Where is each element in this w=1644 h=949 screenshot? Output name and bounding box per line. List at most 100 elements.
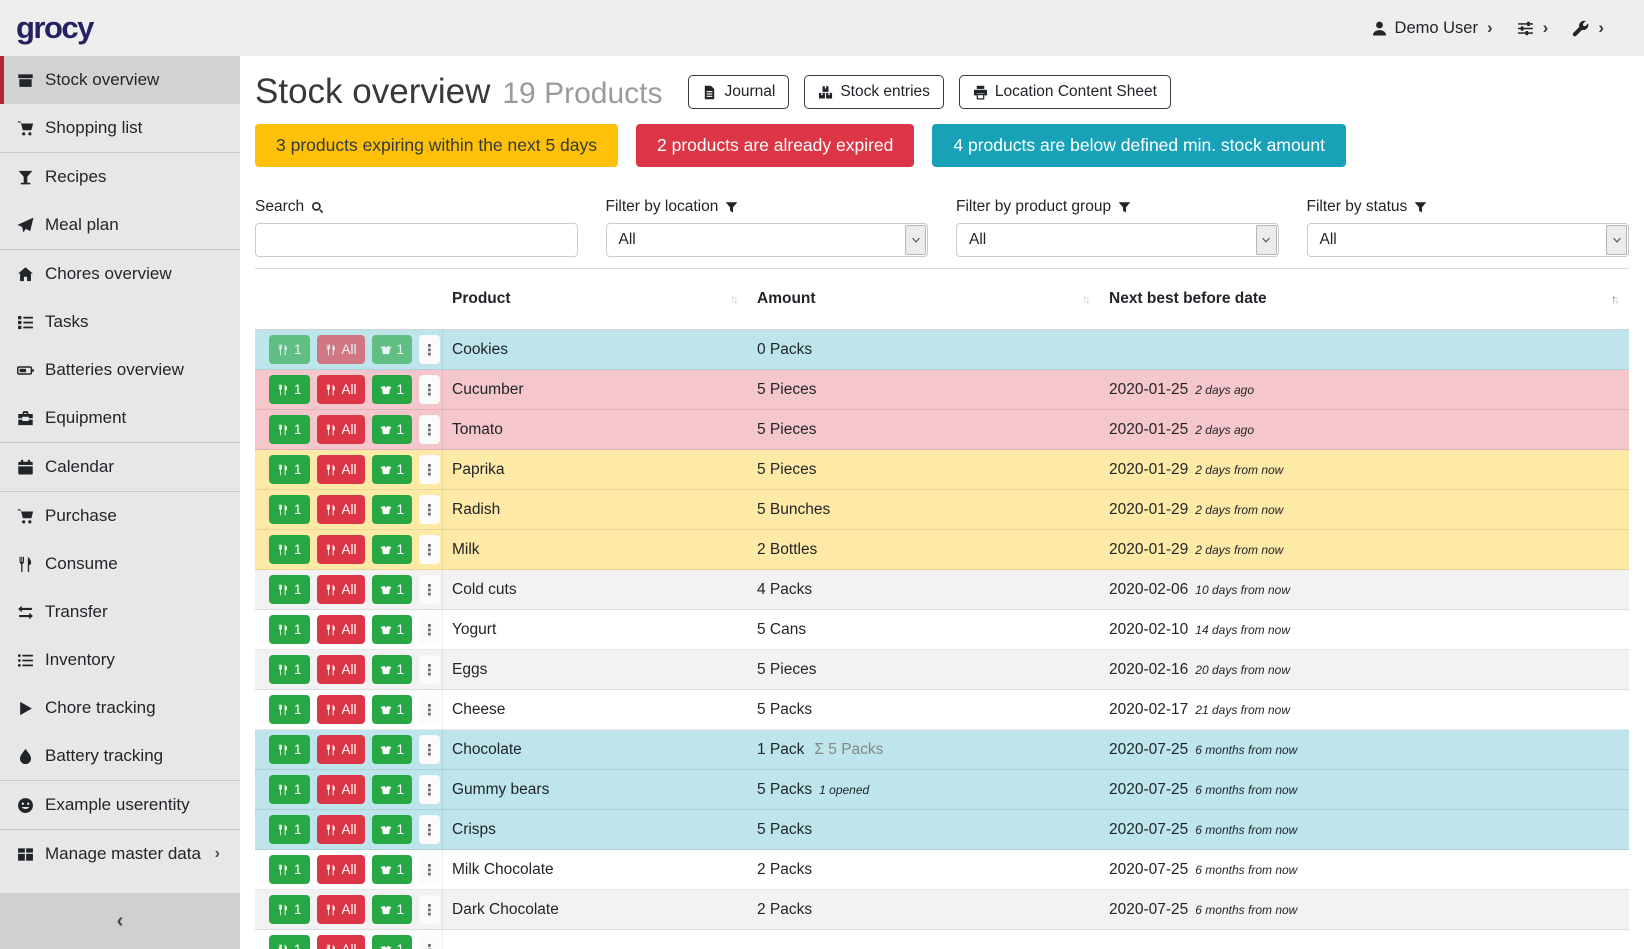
- banner-danger[interactable]: 2 products are already expired: [636, 124, 915, 167]
- consume-all-button[interactable]: All: [316, 895, 365, 924]
- open-one-button[interactable]: 1: [371, 535, 413, 564]
- consume-one-button[interactable]: 1: [269, 695, 310, 724]
- sidebar-item-calendar[interactable]: Calendar: [0, 443, 240, 491]
- consume-all-button[interactable]: All: [316, 735, 365, 764]
- row-menu-button[interactable]: ⋮: [419, 695, 441, 724]
- open-one-button[interactable]: 1: [371, 655, 413, 684]
- consume-one-button[interactable]: 1: [269, 495, 310, 524]
- open-one-button[interactable]: 1: [371, 935, 413, 949]
- consume-all-button[interactable]: All: [316, 815, 365, 844]
- consume-all-button[interactable]: All: [316, 615, 365, 644]
- row-menu-button[interactable]: ⋮: [419, 535, 441, 564]
- sidebar-item-example-userentity[interactable]: Example userentity: [0, 781, 240, 829]
- sidebar-item-chore-tracking[interactable]: Chore tracking: [0, 684, 240, 732]
- sidebar-item-recipes[interactable]: Recipes: [0, 153, 240, 201]
- user-menu[interactable]: Demo User ›: [1371, 18, 1493, 38]
- open-one-button[interactable]: 1: [371, 695, 413, 724]
- consume-one-button[interactable]: 1: [269, 655, 310, 684]
- sidebar-item-label: Example userentity: [45, 795, 190, 814]
- status-select[interactable]: All: [1306, 223, 1629, 257]
- consume-one-button[interactable]: 1: [269, 375, 310, 404]
- open-one-button[interactable]: 1: [371, 735, 413, 764]
- consume-all-button[interactable]: All: [316, 575, 365, 604]
- consume-one-button[interactable]: 1: [269, 535, 310, 564]
- open-one-button[interactable]: 1: [371, 415, 413, 444]
- open-one-button[interactable]: 1: [371, 775, 413, 804]
- sidebar-item-transfer[interactable]: Transfer: [0, 588, 240, 636]
- sidebar-item-shopping-list[interactable]: Shopping list: [0, 104, 240, 152]
- row-menu-button[interactable]: ⋮: [419, 335, 441, 364]
- consume-all-button[interactable]: All: [316, 535, 365, 564]
- journal-button[interactable]: Journal: [688, 75, 790, 109]
- row-menu-button[interactable]: ⋮: [419, 415, 441, 444]
- utensils-icon: [277, 544, 289, 556]
- row-menu-button[interactable]: ⋮: [419, 735, 441, 764]
- column-header-amount[interactable]: Amount ↑↓: [748, 269, 1100, 329]
- consume-one-button[interactable]: 1: [269, 575, 310, 604]
- consume-all-button[interactable]: All: [316, 375, 365, 404]
- consume-all-button[interactable]: All: [316, 495, 365, 524]
- sidebar-item-consume[interactable]: Consume: [0, 540, 240, 588]
- sidebar-item-chores-overview[interactable]: Chores overview: [0, 250, 240, 298]
- sidebar-item-equipment[interactable]: Equipment: [0, 394, 240, 442]
- sidebar-collapse-button[interactable]: ‹: [0, 893, 240, 949]
- open-one-button[interactable]: 1: [371, 455, 413, 484]
- column-header-next-best-before-date[interactable]: Next best before date ↑↓: [1100, 269, 1629, 329]
- sidebar-item-manage-master-data[interactable]: Manage master data ›: [0, 830, 240, 878]
- open-one-button[interactable]: 1: [371, 615, 413, 644]
- open-one-button[interactable]: 1: [371, 335, 413, 364]
- product-group-select[interactable]: All: [956, 223, 1279, 257]
- open-one-button[interactable]: 1: [371, 375, 413, 404]
- sidebar-item-meal-plan[interactable]: Meal plan: [0, 201, 240, 249]
- sidebar-item-batteries-overview[interactable]: Batteries overview: [0, 346, 240, 394]
- row-menu-button[interactable]: ⋮: [419, 895, 441, 924]
- consume-one-button[interactable]: 1: [269, 895, 310, 924]
- location-content-sheet-button[interactable]: Location Content Sheet: [958, 75, 1171, 109]
- consume-all-button[interactable]: All: [316, 775, 365, 804]
- banner-info[interactable]: 4 products are below defined min. stock …: [932, 124, 1346, 167]
- sidebar-item-inventory[interactable]: Inventory: [0, 636, 240, 684]
- row-menu-button[interactable]: ⋮: [419, 655, 441, 684]
- banner-warning[interactable]: 3 products expiring within the next 5 da…: [255, 124, 619, 167]
- sidebar-item-battery-tracking[interactable]: Battery tracking: [0, 732, 240, 780]
- row-menu-button[interactable]: ⋮: [419, 495, 441, 524]
- open-one-button[interactable]: 1: [371, 815, 413, 844]
- consume-one-button[interactable]: 1: [269, 735, 310, 764]
- column-header-product[interactable]: Product ↑↓: [443, 269, 748, 329]
- row-menu-button[interactable]: ⋮: [419, 935, 441, 949]
- row-menu-button[interactable]: ⋮: [419, 455, 441, 484]
- sidebar-item-purchase[interactable]: Purchase: [0, 492, 240, 540]
- consume-one-button[interactable]: 1: [269, 455, 310, 484]
- row-menu-button[interactable]: ⋮: [419, 775, 441, 804]
- consume-one-button[interactable]: 1: [269, 775, 310, 804]
- row-menu-button[interactable]: ⋮: [419, 375, 441, 404]
- open-one-button[interactable]: 1: [371, 855, 413, 884]
- consume-one-button[interactable]: 1: [269, 855, 310, 884]
- consume-one-button[interactable]: 1: [269, 615, 310, 644]
- consume-one-button[interactable]: 1: [269, 415, 310, 444]
- open-one-button[interactable]: 1: [371, 895, 413, 924]
- location-select[interactable]: All: [605, 223, 928, 257]
- consume-all-button[interactable]: All: [316, 855, 365, 884]
- consume-all-button[interactable]: All: [316, 695, 365, 724]
- open-one-button[interactable]: 1: [371, 575, 413, 604]
- consume-all-button[interactable]: All: [316, 655, 365, 684]
- consume-all-button[interactable]: All: [316, 335, 365, 364]
- consume-one-button[interactable]: 1: [269, 815, 310, 844]
- consume-one-button[interactable]: 1: [269, 335, 310, 364]
- row-menu-button[interactable]: ⋮: [419, 575, 441, 604]
- open-one-button[interactable]: 1: [371, 495, 413, 524]
- settings-menu[interactable]: ›: [1517, 18, 1548, 38]
- sidebar-item-stock-overview[interactable]: Stock overview: [0, 56, 240, 104]
- row-menu-button[interactable]: ⋮: [419, 815, 441, 844]
- sidebar-item-tasks[interactable]: Tasks: [0, 298, 240, 346]
- row-menu-button[interactable]: ⋮: [419, 855, 441, 884]
- admin-menu[interactable]: ›: [1572, 18, 1604, 38]
- stock-entries-button[interactable]: Stock entries: [804, 75, 944, 109]
- consume-all-button[interactable]: All: [316, 415, 365, 444]
- consume-one-button[interactable]: 1: [269, 935, 310, 949]
- consume-all-button[interactable]: All: [316, 935, 365, 949]
- search-input[interactable]: [255, 223, 578, 257]
- consume-all-button[interactable]: All: [316, 455, 365, 484]
- row-menu-button[interactable]: ⋮: [419, 615, 441, 644]
